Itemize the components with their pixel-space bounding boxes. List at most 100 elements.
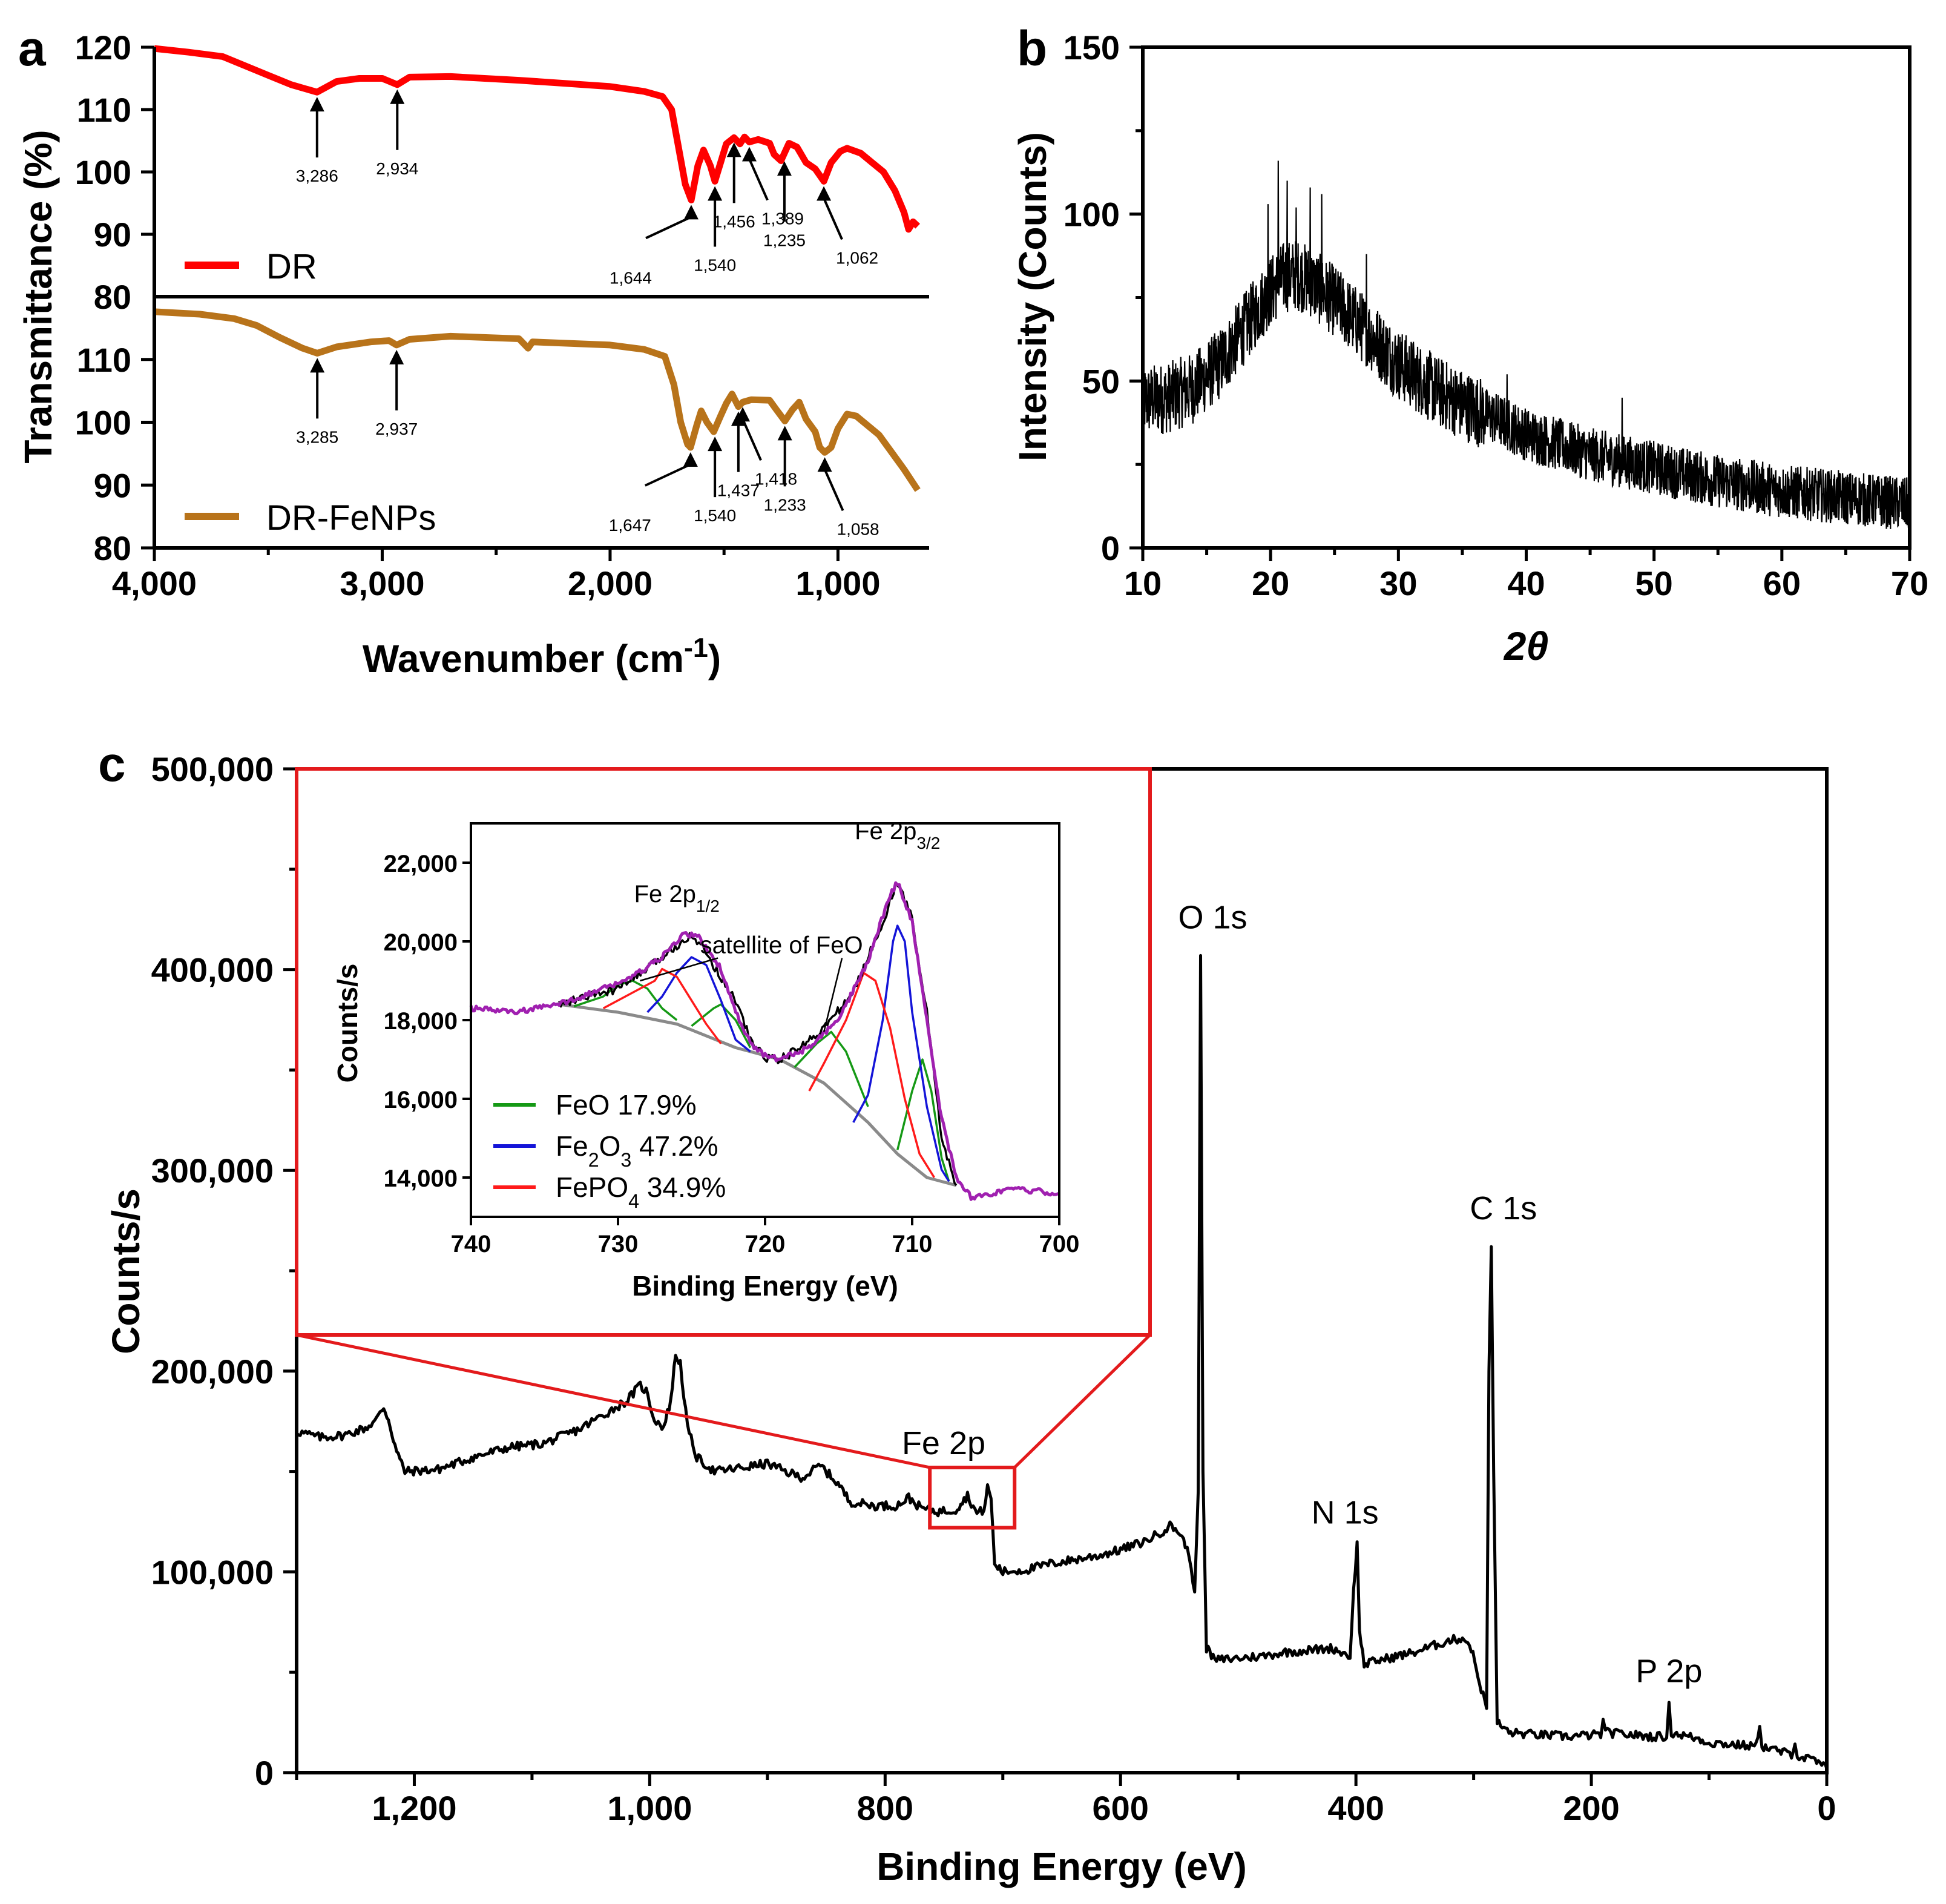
peak-label-c1s: C 1s <box>1470 1190 1537 1227</box>
panel-c: c 0 100,000 200,000 300,000 400,000 500,000 1,2… <box>98 737 1836 1888</box>
y-tick-label: 400,000 <box>151 951 274 989</box>
peak-label-p2p: P 2p <box>1635 1653 1702 1690</box>
legend-label: FeO 17.9% <box>556 1089 697 1121</box>
x-tick-label: 1,000 <box>795 564 880 602</box>
annotation-arrowhead <box>742 147 757 162</box>
annotation-1235: 1,235 <box>763 161 806 249</box>
peak-label-n1s: N 1s <box>1312 1495 1379 1531</box>
annotation-arrowhead <box>310 358 324 372</box>
x-tick-label: 10 <box>1124 564 1162 602</box>
y-tick-label: 200,000 <box>151 1352 274 1391</box>
annotation-3286: 3,286 <box>296 97 338 185</box>
annotation-arrowhead <box>708 436 722 451</box>
y-axis-title: Transmittance (%) <box>16 130 60 463</box>
subplot-dr: 90 100 110 120 3,286 2,934 1,6441,540 1,456 1,38… <box>75 28 918 287</box>
annotation-arrowhead <box>389 350 404 364</box>
inset-y-tick-label: 18,000 <box>384 1008 458 1035</box>
annotation-arrowhead <box>310 97 324 111</box>
panel-b-letter: b <box>1017 21 1047 76</box>
y-tick-label: 300,000 <box>151 1151 274 1190</box>
annotation-1647: 1,647 <box>609 452 698 535</box>
zoom-region-box <box>930 1468 1014 1527</box>
x-tick-label: 1,200 <box>372 1789 456 1827</box>
y-tick-label: 100 <box>75 153 131 191</box>
x-tick-label: 800 <box>857 1789 913 1827</box>
annotation-label: 1,540 <box>694 255 736 274</box>
annotation-label: 1,235 <box>763 231 806 249</box>
annotation-1644: 1,644 <box>610 205 699 287</box>
y-tick-label: 0 <box>255 1754 274 1792</box>
legend-label: DR <box>266 247 317 286</box>
zoom-connector-left <box>297 1335 930 1468</box>
panel-c-letter: c <box>98 737 126 792</box>
annotation-label: 1,058 <box>837 519 879 538</box>
legend-dr-fenps: DR-FeNPs <box>185 498 436 538</box>
y-tick-label: 90 <box>94 216 131 254</box>
annotation-label: 1,389 <box>761 209 804 228</box>
annotation-arrow <box>645 464 691 486</box>
y-tick-label: 500,000 <box>151 750 274 788</box>
x-tick-label: 30 <box>1379 564 1417 602</box>
annotation-arrowhead <box>684 205 699 219</box>
annotation-arrow <box>646 217 691 238</box>
y-tick-label: 90 <box>94 466 131 504</box>
series-line-xrd <box>1143 161 1910 529</box>
series-line-dr <box>154 48 918 229</box>
annotation-3285: 3,285 <box>296 358 338 446</box>
x-tick-label: 3,000 <box>340 564 424 602</box>
x-axis-title: Binding Energy (eV) <box>876 1845 1247 1888</box>
annotation-1058: 1,058 <box>818 457 879 538</box>
annotation-label: 2,934 <box>376 159 418 178</box>
annotation-arrow <box>749 159 768 200</box>
annotation-label: 1,418 <box>755 469 797 488</box>
y-tick-label: 100 <box>75 404 131 442</box>
y-tick-label: 110 <box>77 91 131 129</box>
series-line-dr-fenps <box>154 312 918 490</box>
panel-a-letter: a <box>18 21 47 76</box>
x-tick-label: 40 <box>1507 564 1545 602</box>
y-axis-title: Counts/s <box>104 1188 148 1354</box>
y-tick-label: 50 <box>1082 362 1120 400</box>
annotation-arrowhead <box>818 457 832 472</box>
x-tick-label: 2,000 <box>568 564 653 602</box>
annotation-label: 1,456 <box>713 212 755 231</box>
x-tick-label: 50 <box>1635 564 1673 602</box>
panel-b: b05010015010 20 30 40 50 60 702θIntensity (Cou… <box>1011 21 1928 668</box>
peak-label-fe2p: Fe 2p <box>902 1425 985 1461</box>
annotation-arrow <box>825 469 843 510</box>
inset-y-axis-title: Counts/s <box>332 964 363 1083</box>
y-tick-label: 110 <box>77 341 131 379</box>
y-tick-label: 150 <box>1063 28 1120 67</box>
y-tick-label: 0 <box>1101 529 1120 567</box>
y-tick-label: 120 <box>75 28 131 67</box>
inset-x-axis-title: Binding Energy (eV) <box>632 1270 898 1302</box>
inset-x-tick-label: 700 <box>1039 1231 1080 1257</box>
inset-y-tick-label: 16,000 <box>384 1087 458 1113</box>
y-tick-label: 100,000 <box>151 1553 274 1591</box>
annotation-label: 1,437 <box>717 481 760 500</box>
annotation-arrowhead <box>683 452 698 467</box>
legend-label: DR-FeNPs <box>266 498 436 538</box>
peak-label-o1s: O 1s <box>1178 899 1247 935</box>
annotation-label: 2,937 <box>375 420 418 438</box>
x-axis-title: 2θ <box>1503 624 1549 668</box>
annotation-1437: 1,437 <box>717 412 760 500</box>
panel-a: a 90 100 110 120 3,286 2,934 1,644 1,540 1,456 1,3… <box>16 21 929 680</box>
inset-x-tick-label: 720 <box>745 1231 786 1257</box>
inset-y-tick-label: 14,000 <box>384 1165 458 1192</box>
x-tick-label: 0 <box>1817 1789 1836 1827</box>
x-axis-title: Wavenumber (cm-1) <box>363 633 721 680</box>
inset-x-tick-label: 730 <box>598 1231 639 1257</box>
zoom-connector-right <box>1014 1335 1150 1468</box>
annotation-label: 1,540 <box>694 506 736 525</box>
y-tick-label: 80 <box>94 529 131 567</box>
figure: a901001101203,286 2,9341,6441,5401,456 1,3… <box>0 0 1946 1904</box>
annotation-arrow <box>824 198 842 239</box>
annotation-arrowhead <box>778 426 792 440</box>
legend-dr: DR <box>185 247 317 286</box>
annotation-1062: 1,062 <box>817 186 878 267</box>
inset-x-tick-label: 740 <box>451 1231 491 1257</box>
inset-y-tick-label: 22,000 <box>384 851 458 877</box>
annotation-label: 3,285 <box>296 427 338 446</box>
annotation-label: 1,233 <box>764 495 806 514</box>
